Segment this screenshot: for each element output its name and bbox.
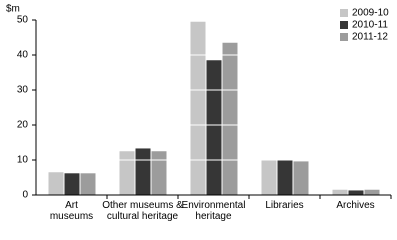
x-tick-label: Archives	[336, 200, 375, 211]
y-tick-label: 20	[17, 120, 29, 131]
legend-swatch	[340, 21, 348, 29]
bar	[190, 21, 206, 195]
x-tick-label: Environmental heritage	[181, 200, 246, 222]
bar	[222, 42, 238, 195]
bar	[135, 148, 151, 195]
bar	[293, 161, 309, 195]
bar	[364, 189, 380, 195]
bar	[80, 173, 96, 195]
x-tick-label: Libraries	[265, 200, 304, 211]
bar	[151, 151, 167, 195]
bar	[119, 151, 135, 195]
bar	[261, 160, 277, 195]
chart-container: $m 0 10 20 30 40 50 2009-10 2010-11 2011-12 Art …	[6, 4, 392, 222]
y-tick-label: 30	[17, 85, 29, 96]
bar	[48, 172, 64, 195]
legend-label: 2010-11	[352, 20, 388, 31]
legend-swatch	[340, 33, 348, 41]
bar	[277, 160, 293, 195]
bar	[206, 60, 222, 195]
y-tick-label: 50	[17, 15, 29, 26]
bar	[64, 173, 80, 195]
legend-label: 2009-10	[352, 8, 389, 19]
bar	[348, 190, 364, 195]
x-tick-label: Other museums & cultural heritage	[102, 200, 183, 222]
x-tick-label: Art museums	[49, 200, 94, 222]
legend-label: 2011-12	[352, 32, 388, 43]
y-axis-unit: $m	[6, 4, 20, 15]
y-tick-label: 40	[17, 50, 29, 61]
legend-swatch	[340, 9, 348, 17]
bar	[332, 189, 348, 195]
y-tick-label: 0	[22, 190, 28, 201]
y-tick-label: 10	[17, 155, 29, 166]
